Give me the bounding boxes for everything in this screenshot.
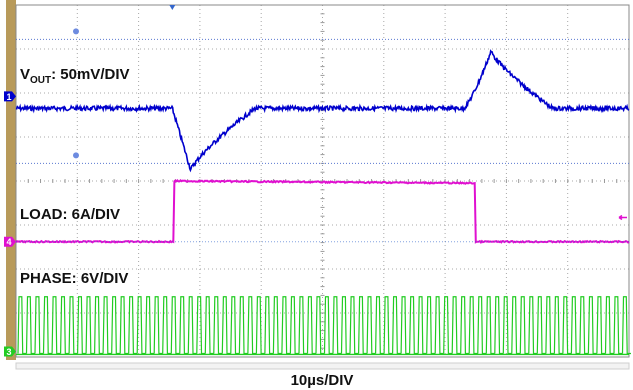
channel-3-ground-marker [4,346,16,357]
x-axis-label: 10µs/DIV [291,372,354,389]
cursor-lines [16,28,629,164]
channel-markers: 1 4 3 [4,91,627,357]
load-offscreen-arrow [618,214,627,221]
channel-4-ground-marker [4,236,16,247]
phase-trace [17,296,631,355]
vout-label: VOUT: 50mV/DIV [20,66,130,86]
trigger-position-marker [169,5,176,10]
cursor-dot [73,152,79,159]
channel-4-marker-label: 4 [6,237,11,247]
left-bezel [6,0,16,360]
graticule-border [15,4,630,358]
channel-1-ground-marker [4,91,16,102]
traces [15,49,631,356]
load-label: LOAD: 6A/DIV [20,206,120,223]
bottom-softkey-bar [15,362,630,370]
vout-trace [15,49,630,173]
channel-1-marker-label: 1 [6,92,11,102]
channel-3-marker-label: 3 [6,347,11,357]
phase-label: PHASE: 6V/DIV [20,270,128,287]
cursor-dot [73,28,79,35]
